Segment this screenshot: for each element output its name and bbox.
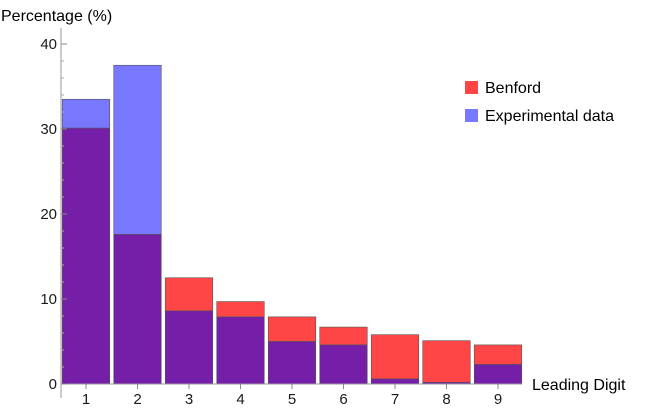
x-tick-label-7: 7 <box>391 391 399 408</box>
bar-overlap-6 <box>319 344 368 385</box>
legend: Benford Experimental data <box>465 80 614 125</box>
y-tick-label-0: 0 <box>49 376 57 393</box>
y-tick-label-40: 40 <box>40 36 57 53</box>
x-tick-label-6: 6 <box>339 391 347 408</box>
y-tick-label-10: 10 <box>40 291 57 308</box>
bar-overlap-5 <box>267 341 317 385</box>
legend-label-experimental: Experimental data <box>485 108 614 125</box>
bar-benford-excess-3 <box>164 277 214 312</box>
bars <box>61 64 523 385</box>
legend-label-benford: Benford <box>485 80 541 97</box>
legend-swatch-benford <box>465 81 478 94</box>
x-tick-label-8: 8 <box>442 391 450 408</box>
x-tick-label-3: 3 <box>185 391 193 408</box>
y-tick-label-20: 20 <box>40 206 57 223</box>
bar-benford-excess-7 <box>370 334 420 380</box>
bar-benford-excess-6 <box>319 326 368 346</box>
bar-overlap-4 <box>216 316 265 385</box>
x-tick-label-5: 5 <box>288 391 296 408</box>
y-axis-title: Percentage (%) <box>1 8 112 25</box>
x-axis-title: Leading Digit <box>532 377 626 394</box>
x-tick-label-9: 9 <box>494 391 502 408</box>
bar-benford-excess-8 <box>422 340 471 383</box>
bar-overlap-9 <box>473 364 523 385</box>
bar-benford-excess-9 <box>473 344 523 365</box>
bar-overlap-1 <box>61 127 111 385</box>
bar-overlap-3 <box>164 310 214 385</box>
bar-benford-excess-4 <box>216 301 265 318</box>
bar-benford-excess-5 <box>267 316 317 342</box>
x-tick-label-2: 2 <box>133 391 141 408</box>
bar-overlap-7 <box>370 378 420 385</box>
y-tick-label-30: 30 <box>40 121 57 138</box>
x-tick-label-1: 1 <box>82 391 90 408</box>
bar-overlap-2 <box>113 234 162 385</box>
x-tick-label-4: 4 <box>236 391 244 408</box>
legend-swatch-experimental <box>465 109 478 122</box>
bar-experimental-excess-1 <box>61 98 111 129</box>
axes: 0 10 20 30 40 1 2 3 4 5 6 7 8 9 <box>40 28 522 408</box>
bar-experimental-excess-2 <box>113 64 162 235</box>
